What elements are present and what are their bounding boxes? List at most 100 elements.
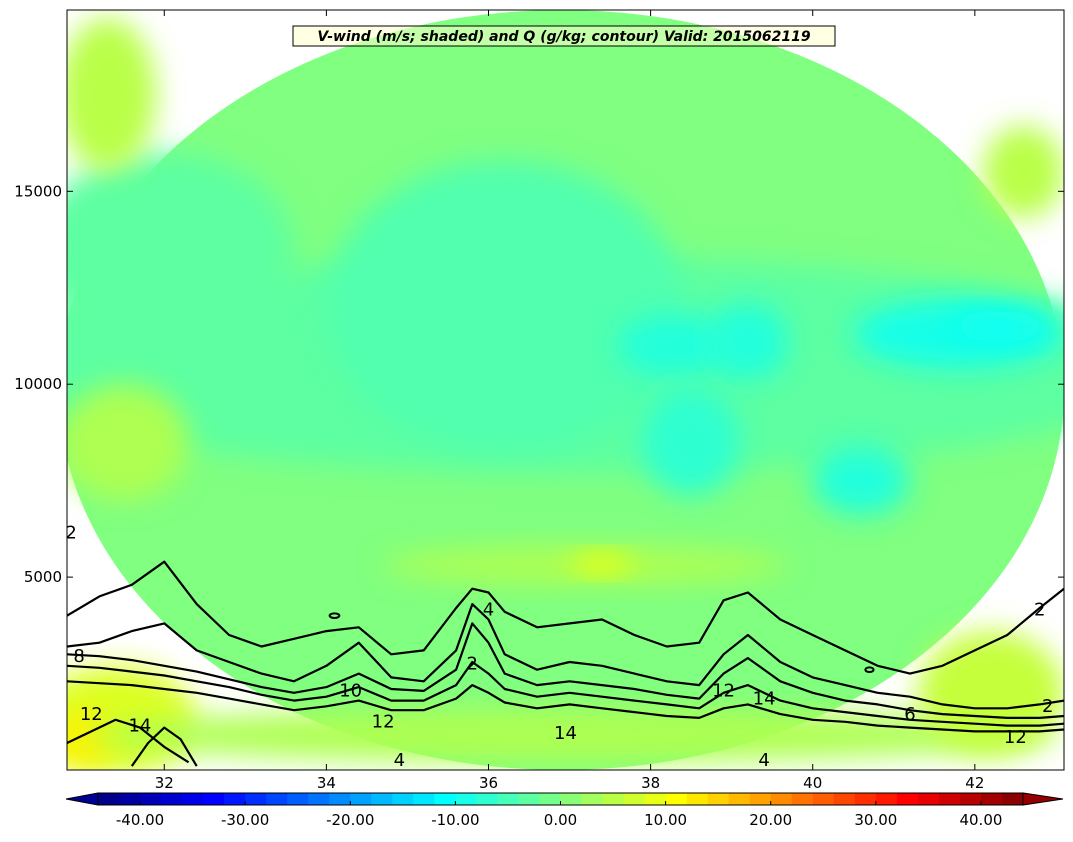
colorbar-bin [140,793,162,805]
colorbar-bin [476,793,499,805]
contour-label-11: 14 [753,688,776,709]
colorbar-bin [686,793,709,805]
colorbar-bin [413,793,435,805]
contour-label-16: 12 [1004,727,1027,748]
contour-label-2: 12 [80,704,103,725]
y-tick-label-1: 10000 [14,375,62,393]
colorbar-bin [350,793,372,805]
shaded-region-sfc-right-warm [918,631,1064,755]
colorbar-tick-label-2: -20.00 [326,811,374,829]
colorbar-tick-label-3: -10.00 [431,811,479,829]
contour-line-q12 [67,718,190,764]
x-tick-label-0: 32 [155,774,174,792]
shaded-region-upper-left-cool [67,152,294,346]
colorbar-tick-label-8: 40.00 [959,811,1002,829]
colorbar-bin [434,793,456,805]
colorbar-bin [329,793,351,805]
shaded-region-mid-cool [326,160,684,454]
colorbar-bin [266,793,288,805]
contour-label-12: 4 [758,750,769,771]
colorbar-bin [812,793,835,805]
x-tick-label-1: 34 [317,774,336,792]
colorbar-extend-max [1022,792,1064,806]
colorbar-bin [98,793,120,805]
colorbar-bin [224,793,246,805]
contour-label-1: 8 [73,646,84,667]
contour-line-q4 [67,603,1064,710]
shaded-region-jet-core-a [618,314,732,377]
colorbar-bin [665,793,688,805]
contour-label-3: 14 [128,715,151,736]
colorbar-bin [770,793,793,805]
colorbar-bin [455,793,478,805]
colorbar-bin [539,793,562,805]
colorbar-bin [623,793,646,805]
contour-label-7: 4 [483,600,494,621]
shaded-field [67,10,1064,770]
y-tick-label-0: 5000 [24,568,62,586]
colorbar-bin [707,793,730,805]
contour-line-q10 [67,680,1064,733]
contour-label-5: 12 [372,712,395,733]
colorbar-bin [980,793,1003,805]
colorbar-bin [938,793,961,805]
colorbar-tick-label-4: 0.00 [544,811,577,829]
colorbar-bin [854,793,877,805]
colorbar: -40.00 -30.00 -20.00 -10.00 0.00 10.00 20.00 30… [65,792,1064,829]
colorbar-bin [203,793,225,805]
contour-label-10: 12 [712,681,735,702]
colorbar-bin [581,793,604,805]
contour-line-q14 [130,726,198,767]
colorbar-bin [1001,793,1024,805]
colorbar-tick-label-1: -30.00 [221,811,269,829]
colorbar-bin [308,793,330,805]
colorbar-bin [245,793,267,805]
colorbar-bin [749,793,772,805]
colorbar-bin [560,793,583,805]
colorbar-tick-label-7: 30.00 [854,811,897,829]
colorbar-extend-min [65,792,99,806]
shaded-region-top-right-warm [982,125,1064,219]
colorbar-bin [644,793,667,805]
x-tick-label-5: 42 [965,774,984,792]
colorbar-bin [875,793,898,805]
colorbar-bin [896,793,919,805]
shaded-region-jet-east-core [950,310,1048,342]
contour-label-14: 2 [1034,600,1045,621]
x-tick-label-4: 40 [803,774,822,792]
contour-layer: 2 8 12 14 10 12 4 4 2 14 12 14 4 6 2 2 12 [65,523,1064,771]
colorbar-bin [917,793,940,805]
colorbar-bin [518,793,541,805]
contour-label-8: 2 [467,654,478,675]
shaded-region-sfc-band [83,708,1056,763]
contour-label-15: 2 [1042,696,1053,717]
shaded-region-mid-tongue [642,388,740,497]
colorbar-bin [728,793,751,805]
contour-closed-1 [864,666,875,674]
colorbar-bin [182,793,204,805]
shaded-region-mid-warm-left [67,384,189,500]
colorbar-bin [497,793,520,805]
shaded-region-upper-left-warm [67,17,157,173]
colorbar-bin [161,793,183,805]
y-tick-label-2: 15000 [14,182,62,200]
contour-line-q8 [67,660,1064,727]
colorbar-tick-label-6: 20.00 [749,811,792,829]
shaded-region-mid-east [812,445,910,516]
contour-label-4: 10 [339,681,362,702]
shaded-region-jet-core-b [707,303,789,381]
title-box: V-wind (m/s; shaded) and Q (g/kg; contou… [292,25,836,47]
chart-title: V-wind (m/s; shaded) and Q (g/kg; contou… [317,29,810,45]
contour-label-9: 14 [554,723,577,744]
colorbar-bin [602,793,625,805]
x-tick-label-2: 36 [479,774,498,792]
contour-label-13: 6 [904,704,915,725]
colorbar-bin [833,793,856,805]
colorbar-bin [959,793,982,805]
colorbar-tick-label-5: 10.00 [644,811,687,829]
shaded-region-low-warm-core [569,553,635,574]
contour-label-0: 2 [65,523,76,544]
